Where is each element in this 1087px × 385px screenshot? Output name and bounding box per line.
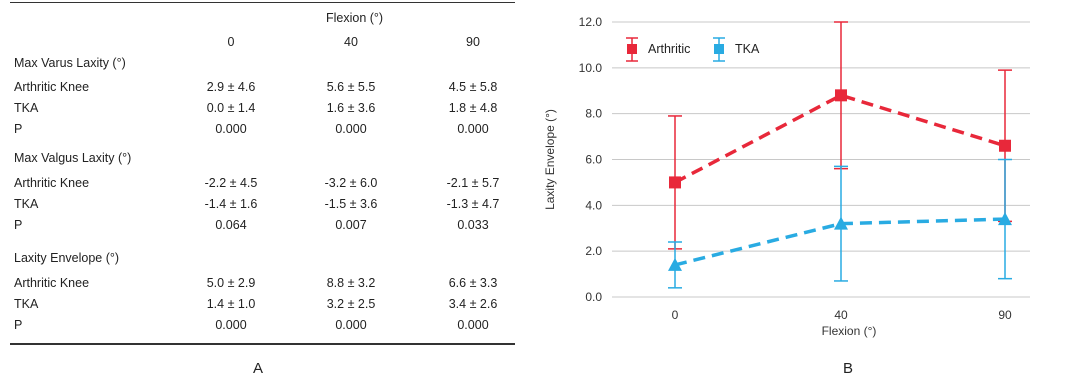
chart-svg: 0.0 2.0 4.0 6.0 8.0 10.0 12.0 0 40 90 Laxity Env… [543,15,1030,338]
table-cell: 0.000 [457,122,489,136]
row-label: TKA [14,197,39,211]
y-tick-label: 0.0 [585,290,602,304]
table-cell: 0.064 [215,218,247,232]
series-layer [668,21,1012,289]
section-title-valgus: Max Valgus Laxity (°) [14,151,132,165]
table-cell: -1.4 ± 1.6 [204,197,258,211]
table-cell: 0.0 ± 1.4 [206,101,256,115]
table-cell: 5.0 ± 2.9 [206,276,256,290]
y-tick-label: 10.0 [579,61,603,75]
x-tick-labels: 0 40 90 [672,308,1012,322]
x-tick-label: 90 [998,308,1012,322]
series-line [674,93,1006,184]
legend-label-arthritic: Arthritic [648,42,690,56]
table-cell: 0.000 [215,122,247,136]
section-title-varus: Max Varus Laxity (°) [14,56,126,70]
table-cell: 0.000 [335,318,367,332]
data-point-square [669,176,681,189]
row-label: Arthritic Knee [14,176,90,190]
y-tick-label: 4.0 [585,198,602,212]
data-point-triangle [834,216,848,230]
legend-label-tka: TKA [735,42,760,56]
table-cell: -1.5 ± 3.6 [324,197,378,211]
row-label: P [14,122,23,136]
x-tick-label: 0 [672,308,679,322]
data-point-square [999,139,1011,152]
y-tick-labels: 0.0 2.0 4.0 6.0 8.0 10.0 12.0 [579,15,603,304]
panel-label-a: A [253,360,264,377]
panel-label-b: B [843,360,854,377]
row-label: Arthritic Knee [14,80,90,94]
table-cell: 6.6 ± 3.3 [448,276,498,290]
legend-item-tka: TKA [713,37,760,62]
grid-lines [612,21,1030,298]
table-cell: -2.2 ± 4.5 [204,176,258,190]
table-cell: 3.2 ± 2.5 [326,297,376,311]
legend-marker-square [627,44,637,54]
table-cell: 8.8 ± 3.2 [326,276,376,290]
table-cell: 0.000 [335,122,367,136]
table-cell: 2.9 ± 4.6 [206,80,256,94]
table-bottom-rule [10,343,515,345]
table-cell: 1.8 ± 4.8 [448,101,498,115]
table-cell: 5.6 ± 5.5 [326,80,376,94]
legend-marker-square [714,44,724,54]
data-point-triangle [998,212,1012,226]
data-point-square [835,89,847,102]
table-column-group-header: Flexion (°) [326,11,384,25]
row-label: TKA [14,297,39,311]
table-cell: 1.4 ± 1.0 [206,297,256,311]
series-tka [668,158,1012,289]
row-label: Arthritic Knee [14,276,90,290]
data-point-triangle [668,257,682,271]
table-cell: 0.007 [335,218,367,232]
legend-item-arthritic: Arthritic [626,37,690,62]
table-cell: 3.4 ± 2.6 [448,297,498,311]
y-tick-label: 6.0 [585,153,602,167]
y-tick-label: 2.0 [585,244,602,258]
column-header-40: 40 [344,35,358,49]
statistics-table: Flexion (°) 0 40 90 Max Varus Laxity (°)… [10,0,515,350]
table-cell: -2.1 ± 5.7 [446,176,500,190]
x-axis-title: Flexion (°) [822,324,877,338]
y-tick-label: 12.0 [579,15,603,29]
y-axis-title: Laxity Envelope (°) [543,109,557,210]
y-tick-label: 8.0 [585,107,602,121]
row-label: P [14,318,23,332]
x-tick-label: 40 [834,308,848,322]
table-cell: 4.5 ± 5.8 [448,80,498,94]
row-label: TKA [14,101,39,115]
table-cell: 1.6 ± 3.6 [326,101,376,115]
legend: Arthritic TKA [626,37,760,62]
column-header-90: 90 [466,35,480,49]
table-cell: -1.3 ± 4.7 [446,197,500,211]
column-header-0: 0 [227,35,235,49]
table-cell: 0.000 [215,318,247,332]
row-label: P [14,218,23,232]
table-cell: -3.2 ± 6.0 [324,176,378,190]
table-cell: 0.000 [457,318,489,332]
section-title-envelope: Laxity Envelope (°) [14,251,120,265]
table-top-rule [10,2,515,3]
laxity-envelope-chart: 0.0 2.0 4.0 6.0 8.0 10.0 12.0 0 40 90 Laxity Env… [530,0,1087,350]
table-cell: 0.033 [457,218,489,232]
